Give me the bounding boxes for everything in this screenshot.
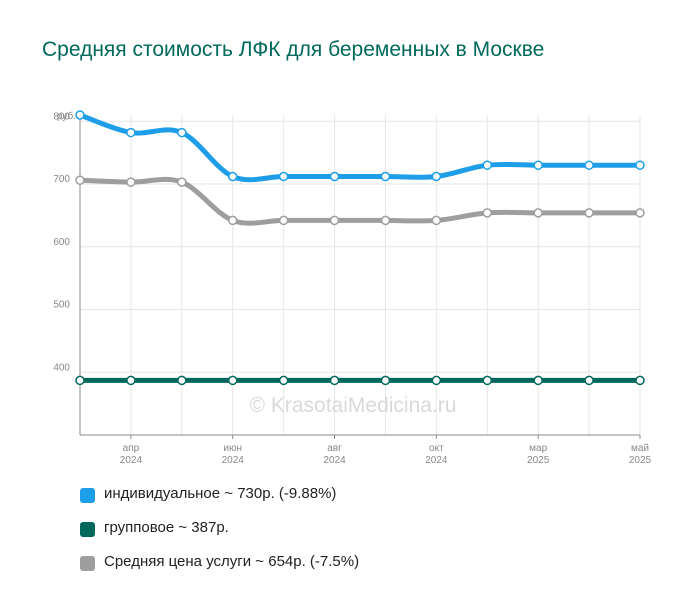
data-point[interactable] bbox=[533, 375, 543, 386]
data-point[interactable] bbox=[126, 375, 136, 386]
legend-swatch bbox=[80, 488, 95, 503]
data-point[interactable] bbox=[380, 171, 391, 182]
x-tick-label-month: май bbox=[631, 443, 649, 454]
legend-label: индивидуальное ~ 730р. (-9.88%) bbox=[104, 485, 337, 502]
data-point[interactable] bbox=[227, 215, 238, 226]
data-point[interactable] bbox=[482, 160, 493, 170]
data-point[interactable] bbox=[329, 171, 340, 182]
x-tick-label-month: мар bbox=[529, 443, 547, 454]
data-point[interactable] bbox=[278, 215, 289, 226]
data-point[interactable] bbox=[533, 208, 543, 218]
x-tick-label-month: июн bbox=[223, 443, 242, 454]
x-tick-label-year: 2024 bbox=[120, 455, 143, 466]
data-point[interactable] bbox=[584, 160, 594, 170]
data-point[interactable] bbox=[533, 160, 543, 170]
x-tick-label-year: 2024 bbox=[425, 455, 448, 466]
series bbox=[75, 110, 645, 386]
data-point[interactable] bbox=[431, 375, 442, 386]
data-point[interactable] bbox=[584, 208, 594, 218]
y-tick-label: 700 bbox=[53, 174, 70, 185]
data-point[interactable] bbox=[177, 177, 187, 187]
y-tick-label: 400 bbox=[53, 362, 70, 373]
y-tick-label: 500 bbox=[53, 300, 70, 311]
x-tick-label-month: апр bbox=[123, 443, 140, 454]
data-point[interactable] bbox=[75, 175, 85, 186]
data-point[interactable] bbox=[584, 375, 594, 386]
x-tick-label-year: 2024 bbox=[323, 455, 346, 466]
legend-swatch bbox=[80, 522, 95, 537]
legend-label: Средняя цена услуги ~ 654р. (-7.5%) bbox=[104, 553, 360, 570]
y-tick-label: 800 bbox=[53, 111, 70, 122]
x-tick-label-year: 2025 bbox=[629, 455, 652, 466]
data-point[interactable] bbox=[177, 127, 187, 138]
data-point[interactable] bbox=[380, 215, 391, 226]
data-point[interactable] bbox=[177, 375, 187, 386]
data-point[interactable] bbox=[329, 215, 340, 226]
data-point[interactable] bbox=[635, 208, 645, 218]
series-line bbox=[77, 176, 643, 226]
y-axis-unit: руб. bbox=[57, 110, 76, 122]
data-point[interactable] bbox=[227, 375, 238, 386]
chart-title: Средняя стоимость ЛФК для беременных в М… bbox=[42, 38, 545, 61]
x-tick-label-year: 2025 bbox=[527, 455, 550, 466]
x-tick-label-month: авг bbox=[327, 443, 342, 454]
data-point[interactable] bbox=[329, 375, 340, 386]
data-point[interactable] bbox=[482, 208, 493, 218]
legend-label: групповое ~ 387р. bbox=[104, 519, 229, 536]
series-0 bbox=[75, 110, 645, 183]
x-tick-label-month: окт bbox=[429, 443, 444, 454]
watermark: © KrasotaiMedicina.ru bbox=[250, 394, 457, 417]
data-point[interactable] bbox=[431, 171, 442, 182]
data-point[interactable] bbox=[278, 171, 289, 182]
data-point[interactable] bbox=[227, 171, 238, 182]
data-point[interactable] bbox=[75, 110, 85, 120]
series-1 bbox=[75, 375, 645, 386]
data-point[interactable] bbox=[380, 375, 391, 386]
series-2 bbox=[75, 175, 645, 226]
data-point[interactable] bbox=[635, 375, 645, 386]
data-point[interactable] bbox=[431, 215, 442, 226]
x-tick-label-year: 2024 bbox=[222, 455, 245, 466]
data-point[interactable] bbox=[75, 375, 85, 386]
data-point[interactable] bbox=[278, 375, 289, 386]
data-point[interactable] bbox=[126, 177, 136, 187]
y-tick-label: 600 bbox=[53, 237, 70, 248]
data-point[interactable] bbox=[126, 127, 136, 138]
series-line bbox=[77, 112, 643, 183]
data-point[interactable] bbox=[635, 160, 645, 170]
legend-swatch bbox=[80, 556, 95, 571]
data-point[interactable] bbox=[482, 375, 493, 386]
